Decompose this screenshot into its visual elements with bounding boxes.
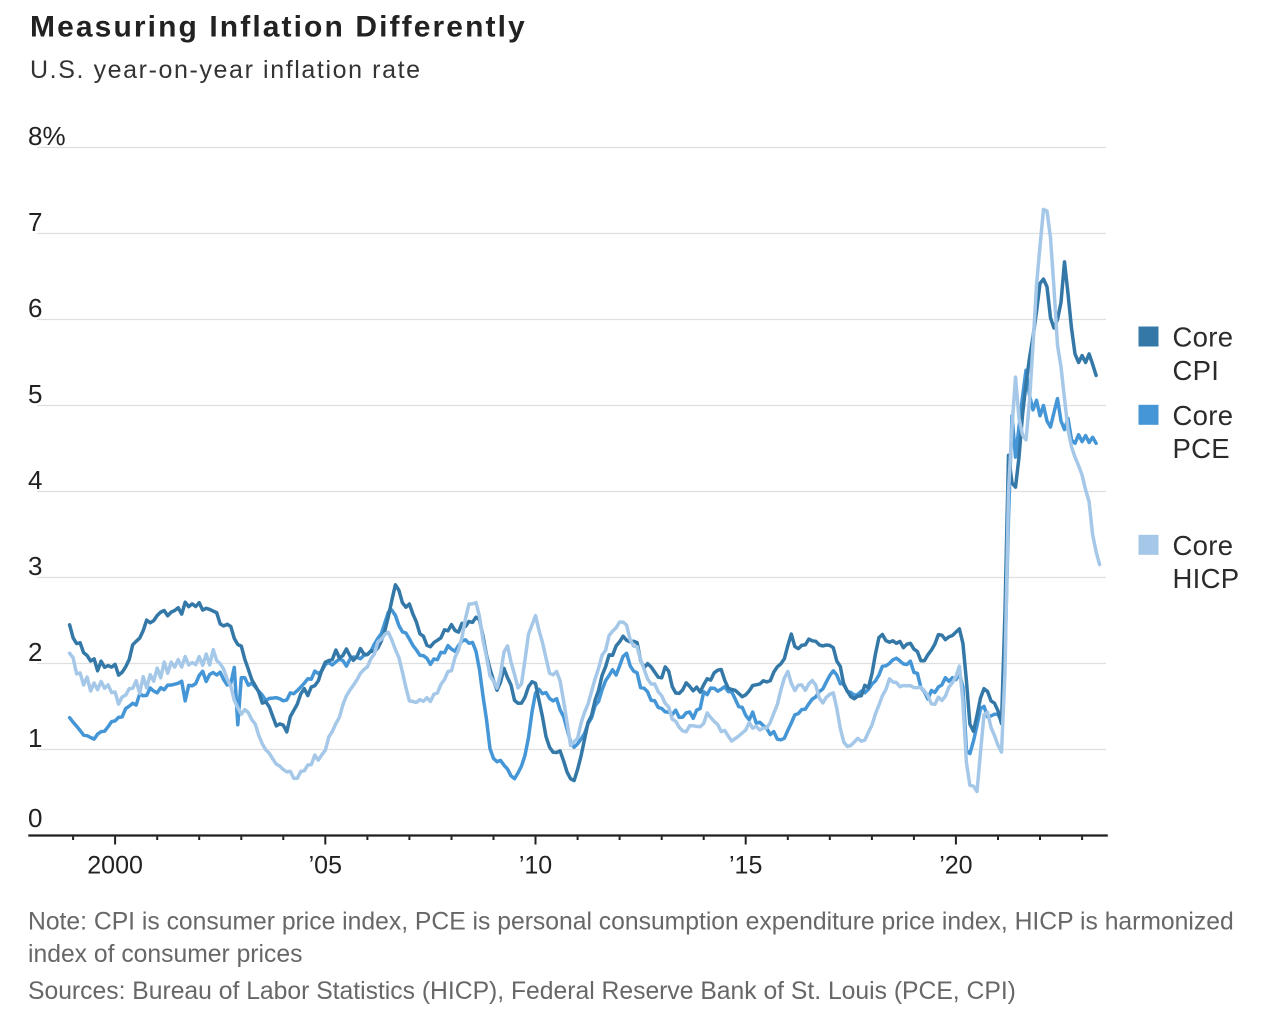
svg-text:U.S. year-on-year inflation ra: U.S. year-on-year inflation rate [30,56,422,84]
svg-text:index of consumer prices: index of consumer prices [28,941,302,968]
svg-text:Core: Core [1173,530,1234,561]
svg-text:1: 1 [28,723,42,753]
svg-text:Measuring Inflation Differentl: Measuring Inflation Differently [30,11,527,44]
svg-text:’05: ’05 [309,852,342,880]
svg-text:’20: ’20 [939,852,972,880]
svg-text:Note: CPI is consumer price in: Note: CPI is consumer price index, PCE i… [28,909,1234,936]
svg-text:’15: ’15 [729,852,762,880]
svg-text:5: 5 [28,379,42,409]
svg-text:4: 4 [28,465,42,495]
svg-text:2: 2 [28,637,42,667]
svg-text:’10: ’10 [519,852,552,880]
svg-text:PCE: PCE [1173,433,1230,464]
svg-text:6: 6 [28,293,42,323]
svg-text:0: 0 [28,803,42,833]
svg-text:CPI: CPI [1173,355,1220,386]
svg-text:Sources: Bureau of Labor Stati: Sources: Bureau of Labor Statistics (HIC… [28,978,1016,1005]
svg-text:Core: Core [1173,322,1234,353]
svg-text:3: 3 [28,551,42,581]
svg-text:7: 7 [28,207,42,237]
svg-text:Core: Core [1173,400,1234,431]
svg-text:HICP: HICP [1173,563,1240,594]
svg-text:8%: 8% [28,121,66,151]
svg-text:2000: 2000 [87,852,143,880]
